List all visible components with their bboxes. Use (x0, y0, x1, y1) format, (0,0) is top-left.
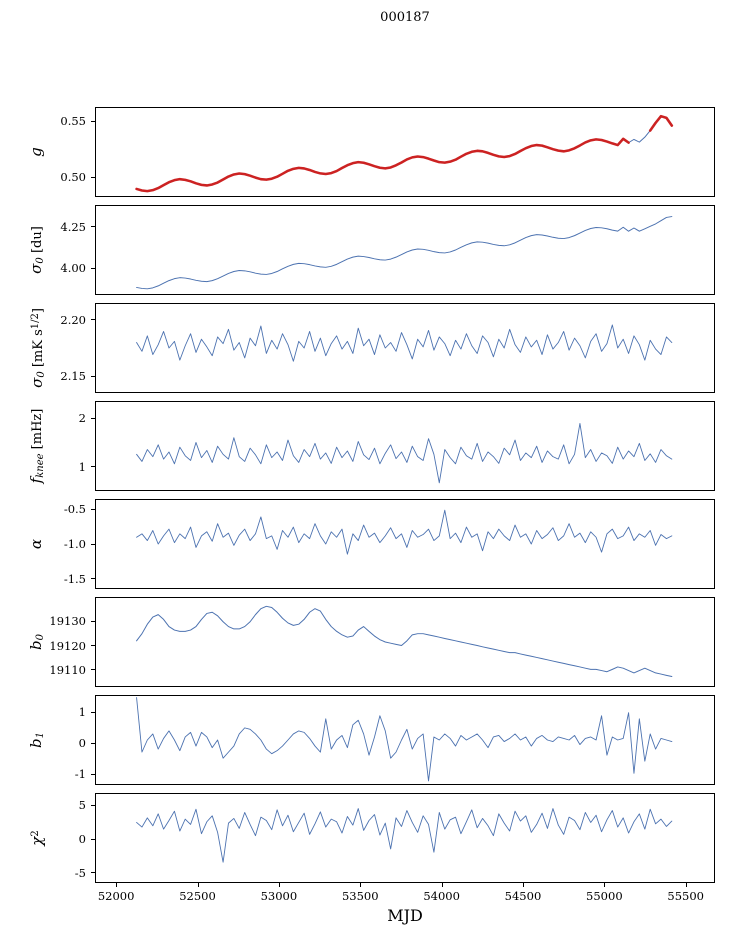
x-tick-label: 53000 (260, 889, 298, 903)
subplot-sigma0-mks (95, 303, 715, 393)
y-tick-label: 19120 (49, 638, 86, 653)
y-tick-label: 19130 (49, 614, 86, 629)
y-axis-label-part: [du] (30, 226, 45, 258)
y-tick-label: 0 (78, 736, 86, 751)
y-tick-mark (91, 466, 95, 468)
x-tick-mark (116, 883, 118, 887)
y-tick-mark (91, 711, 95, 713)
y-tick-label: 2.20 (60, 312, 86, 327)
y-axis-label-part: b (27, 738, 45, 748)
y-tick-label: 1 (78, 705, 86, 720)
y-axis-label-part: g (27, 147, 45, 157)
y-tick-label: 5 (78, 798, 86, 813)
y-tick-label: 19110 (49, 662, 86, 677)
y-tick-mark (91, 669, 95, 671)
y-tick-label: -1.5 (63, 571, 86, 586)
x-tick-label: 55000 (586, 889, 623, 903)
subplot-b0 (95, 597, 715, 687)
subplot-b1 (95, 695, 715, 785)
y-axis-label-part: 1/2 (30, 313, 41, 330)
y-tick-mark (91, 620, 95, 622)
x-tick-mark (441, 883, 443, 887)
y-tick-label: -5 (74, 865, 86, 880)
y-tick-mark (91, 319, 95, 321)
y-tick-mark (91, 773, 95, 775)
series-b0-b0 (136, 605, 673, 678)
x-tick-label: 55500 (667, 889, 704, 903)
y-tick-mark (91, 375, 95, 377)
y-tick-label: -0.5 (63, 502, 86, 517)
x-tick-label: 52500 (179, 889, 216, 903)
x-tick-mark (278, 883, 280, 887)
y-tick-mark (91, 543, 95, 545)
x-tick-label: 53500 (341, 889, 379, 903)
y-axis-label-part: α (27, 538, 45, 550)
series-alpha-alpha (136, 509, 673, 555)
y-axis-label-part: 0 (35, 634, 46, 641)
x-tick-mark (360, 883, 362, 887)
y-tick-mark (91, 742, 95, 744)
series-sigma0-mks-sigma0 (136, 324, 673, 362)
x-tick-label: 54000 (423, 889, 460, 903)
subplot-chi2 (95, 793, 715, 883)
y-tick-label: 2 (78, 411, 86, 426)
y-tick-mark (91, 645, 95, 647)
y-tick-mark (91, 838, 95, 840)
x-tick-mark (522, 883, 524, 887)
y-axis-label-part: 1 (35, 732, 46, 739)
y-tick-mark (91, 872, 95, 874)
y-tick-mark (91, 226, 95, 228)
y-tick-label: 1 (78, 459, 86, 474)
x-tick-mark (685, 883, 687, 887)
y-tick-mark (91, 578, 95, 580)
y-tick-label: 2.15 (60, 369, 86, 384)
y-axis-label-part: 2 (30, 830, 41, 837)
y-tick-mark (91, 267, 95, 269)
subplot-alpha (95, 499, 715, 589)
series-g-data (135, 114, 674, 193)
y-axis-label-part: ] (31, 308, 46, 314)
y-tick-mark (91, 804, 95, 806)
y-tick-mark (91, 120, 95, 122)
y-tick-mark (91, 508, 95, 510)
subplot-fknee (95, 401, 715, 491)
y-tick-label: 0.55 (60, 114, 86, 129)
y-tick-mark (91, 176, 95, 178)
y-tick-label: 4.00 (60, 261, 86, 276)
x-tick-mark (197, 883, 199, 887)
x-axis-label: MJD (387, 906, 423, 925)
y-axis-label-part: [mHz] (30, 408, 45, 454)
y-tick-label: 0.50 (60, 170, 86, 185)
y-axis-label-part: χ (28, 836, 46, 846)
x-tick-label: 52000 (97, 889, 135, 903)
subplot-sigma0-du (95, 205, 715, 295)
series-sigma0-du-sigma0 (136, 216, 673, 290)
y-tick-label: 0 (78, 832, 86, 846)
series-fknee-fknee (136, 422, 673, 484)
subplot-g (95, 107, 715, 197)
x-tick-mark (604, 883, 606, 887)
y-axis-label-part: 0 (35, 257, 46, 264)
y-tick-label: 4.25 (60, 219, 86, 234)
y-tick-label: -1.0 (63, 537, 86, 551)
series-chi2-chi2 (136, 808, 673, 863)
y-axis-label-part: b (27, 640, 45, 650)
series-b1-b1 (136, 697, 673, 782)
y-tick-mark (91, 417, 95, 419)
y-axis-label-part: [mK s (31, 329, 46, 372)
y-tick-label: -1 (74, 767, 86, 782)
x-tick-label: 54500 (504, 889, 542, 903)
figure-title: 000187 (380, 10, 430, 25)
series-g-fit (136, 115, 673, 192)
y-axis-label-chi2: χ2 (26, 758, 46, 918)
